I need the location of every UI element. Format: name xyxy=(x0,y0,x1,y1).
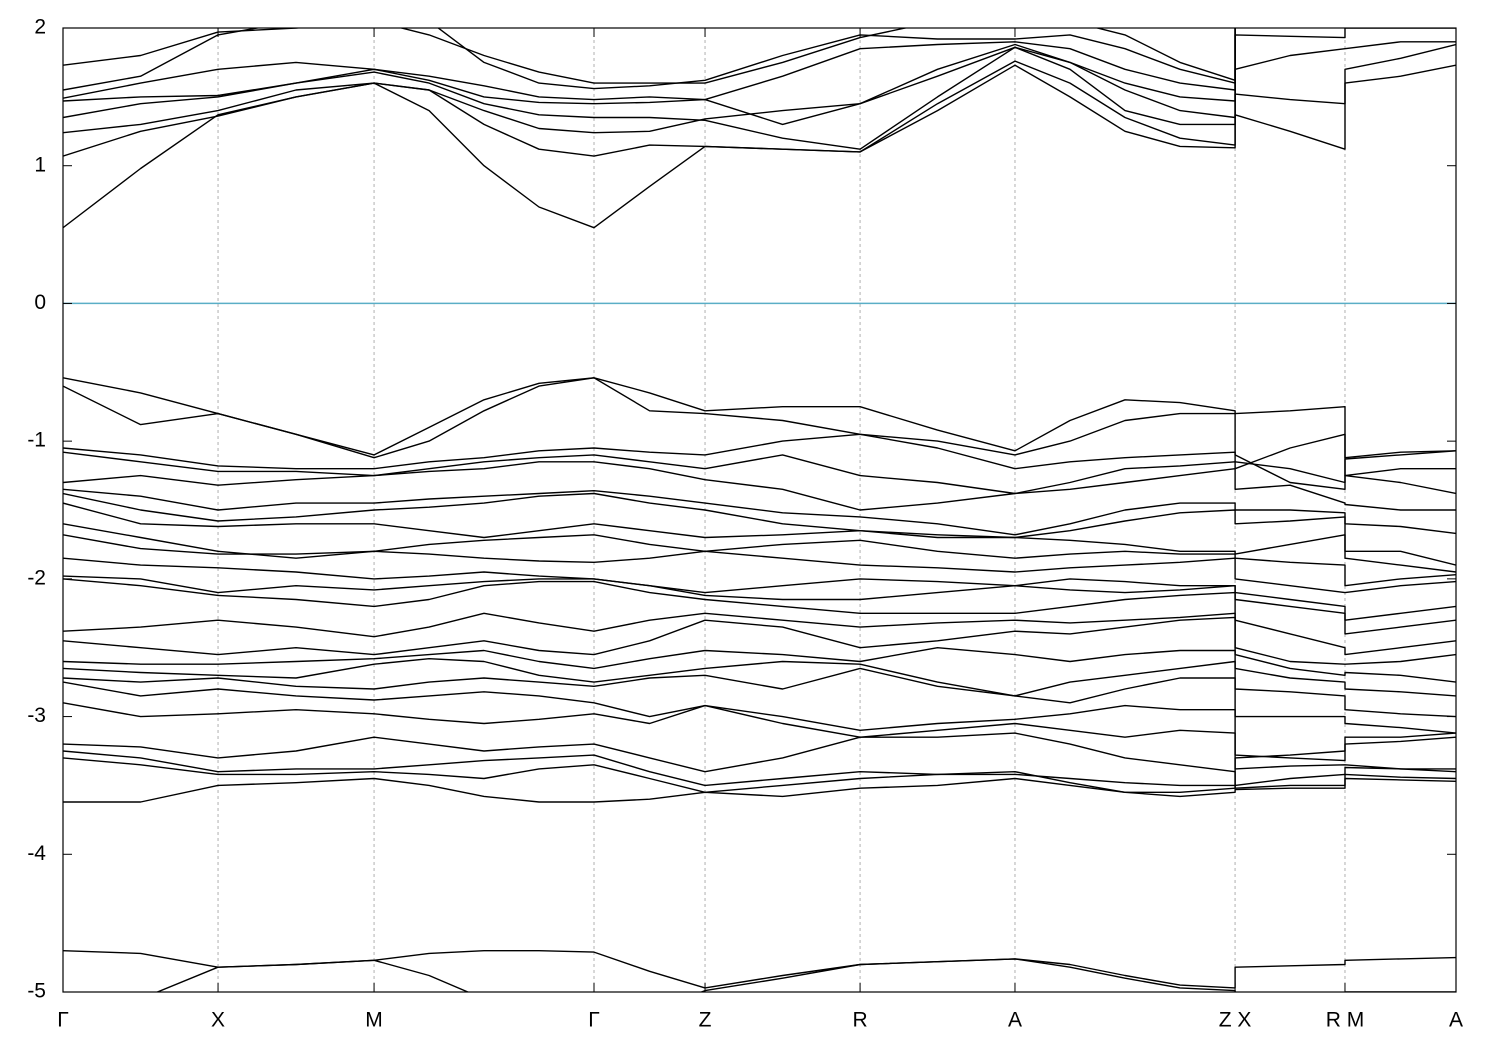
band-line xyxy=(63,557,1456,621)
band-line xyxy=(63,667,1456,734)
band-line xyxy=(63,28,1236,101)
y-tick-label: 2 xyxy=(34,16,46,39)
band-line xyxy=(63,658,1456,718)
x-tick-label: R xyxy=(852,1009,867,1032)
x-tick-label: A xyxy=(1008,1009,1022,1032)
y-tick-label: -1 xyxy=(27,429,46,452)
band-line xyxy=(63,647,1456,697)
x-tick-label: Z X xyxy=(1219,1009,1252,1032)
band-line xyxy=(63,732,1456,787)
y-tick-label: -3 xyxy=(27,704,46,727)
bands xyxy=(63,28,1456,992)
band-line xyxy=(63,461,1456,511)
x-tick-label: X xyxy=(211,1009,225,1032)
band-line xyxy=(63,681,1456,762)
x-tick-label: Z xyxy=(699,1009,712,1032)
band-line xyxy=(63,534,1456,594)
band-line xyxy=(63,28,1236,126)
y-tick-label: 1 xyxy=(34,153,46,176)
band-line xyxy=(63,488,1456,536)
x-tick-label: Γ xyxy=(588,1009,600,1032)
y-tick-label: -5 xyxy=(27,980,46,1003)
axes: -5 -4 -3 -2 -1 0 1 2 Γ X M Γ Z R A Z X R M A xyxy=(27,16,1463,1032)
plot-frame xyxy=(62,27,1457,993)
band-line xyxy=(63,41,1456,134)
x-tick-label: R M xyxy=(1326,1009,1365,1032)
y-tick-label: -4 xyxy=(27,842,46,865)
band-line xyxy=(63,575,1456,635)
band-line xyxy=(63,777,1456,803)
x-tick-label: A xyxy=(1449,1009,1463,1032)
x-tick-label: M xyxy=(365,1009,383,1032)
band-line xyxy=(63,377,1456,459)
y-tick-label: -2 xyxy=(27,566,46,589)
x-tick-label: Γ xyxy=(57,1009,69,1032)
band-line xyxy=(63,750,1456,789)
band-line xyxy=(63,616,1456,683)
band-line xyxy=(63,433,1456,490)
y-tick-label: 0 xyxy=(34,291,46,314)
band-line xyxy=(63,736,1456,793)
band-line xyxy=(63,28,1456,150)
band-line xyxy=(63,28,1236,84)
band-line xyxy=(63,451,1456,495)
band-line xyxy=(63,612,1456,665)
band-line xyxy=(63,578,1456,656)
band-line xyxy=(63,702,1456,770)
band-line xyxy=(63,28,1236,91)
band-line xyxy=(155,958,1456,992)
band-line xyxy=(63,502,1456,573)
